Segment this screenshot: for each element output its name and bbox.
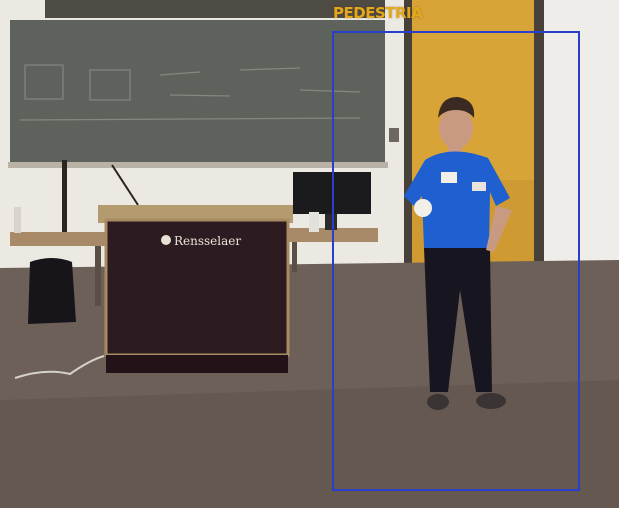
floor-shade [0, 380, 619, 508]
chalkboard [10, 20, 385, 165]
person-neck [448, 145, 462, 155]
podium-body [106, 220, 288, 355]
left-desk-leg [95, 246, 101, 306]
chalk-writing [19, 64, 361, 121]
cup [309, 212, 319, 232]
left-desk [10, 232, 110, 246]
right-shoe [476, 393, 506, 409]
person-head [439, 107, 473, 149]
desk-lamp [62, 160, 67, 232]
held-object [414, 199, 432, 217]
person-right-arm [486, 206, 512, 252]
wall-switch [389, 128, 399, 142]
backpack [28, 258, 76, 324]
right-wall [544, 0, 619, 270]
person-hair [438, 96, 475, 118]
right-desk-leg [292, 242, 297, 272]
shirt-patch [472, 182, 486, 191]
left-shoe [427, 394, 449, 410]
name-badge [441, 172, 457, 183]
podium-logo-text: Rensselaer [174, 234, 241, 248]
podium-logo-icon [161, 235, 171, 245]
person-pants [424, 248, 492, 392]
pedestrian-bounding-box [332, 31, 580, 491]
podium-base [106, 355, 288, 373]
monitor-stand [325, 214, 337, 230]
person-shirt [404, 151, 510, 248]
bottle [14, 207, 21, 233]
person [404, 96, 512, 410]
microphone [111, 164, 139, 206]
wall-top-band [45, 0, 385, 18]
detection-label: PEDESTRIA [333, 4, 423, 22]
cables [14, 355, 105, 379]
chalkboard-frame [8, 162, 388, 168]
